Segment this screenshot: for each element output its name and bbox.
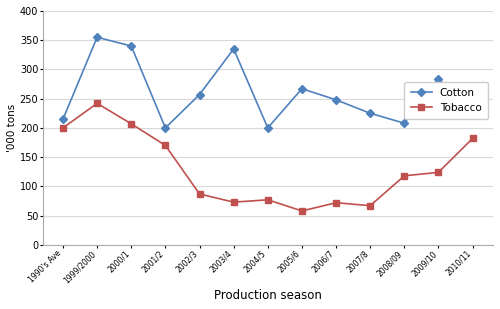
Cotton — [60, 117, 66, 121]
Tobacco — [333, 201, 339, 205]
Tobacco — [94, 101, 100, 105]
Tobacco — [367, 204, 373, 208]
Cotton — [94, 36, 100, 39]
Tobacco — [436, 171, 442, 174]
Tobacco — [60, 126, 66, 130]
Tobacco — [402, 174, 407, 178]
Cotton — [367, 112, 373, 115]
Cotton — [265, 126, 271, 130]
Line: Cotton: Cotton — [60, 35, 476, 131]
Cotton — [162, 126, 168, 130]
Tobacco — [230, 200, 236, 204]
Cotton — [470, 113, 476, 117]
Cotton — [196, 93, 202, 96]
Cotton — [230, 47, 236, 51]
Tobacco — [196, 192, 202, 196]
Tobacco — [299, 209, 305, 213]
Tobacco — [470, 137, 476, 140]
Cotton — [299, 87, 305, 91]
Tobacco — [162, 144, 168, 147]
X-axis label: Production season: Production season — [214, 289, 322, 302]
Tobacco — [128, 122, 134, 126]
Tobacco — [265, 198, 271, 202]
Cotton — [436, 77, 442, 81]
Cotton — [333, 98, 339, 102]
Line: Tobacco: Tobacco — [60, 100, 476, 214]
Cotton — [402, 121, 407, 125]
Y-axis label: '000 tons: '000 tons — [7, 104, 17, 152]
Legend: Cotton, Tobacco: Cotton, Tobacco — [404, 82, 488, 119]
Cotton — [128, 44, 134, 48]
